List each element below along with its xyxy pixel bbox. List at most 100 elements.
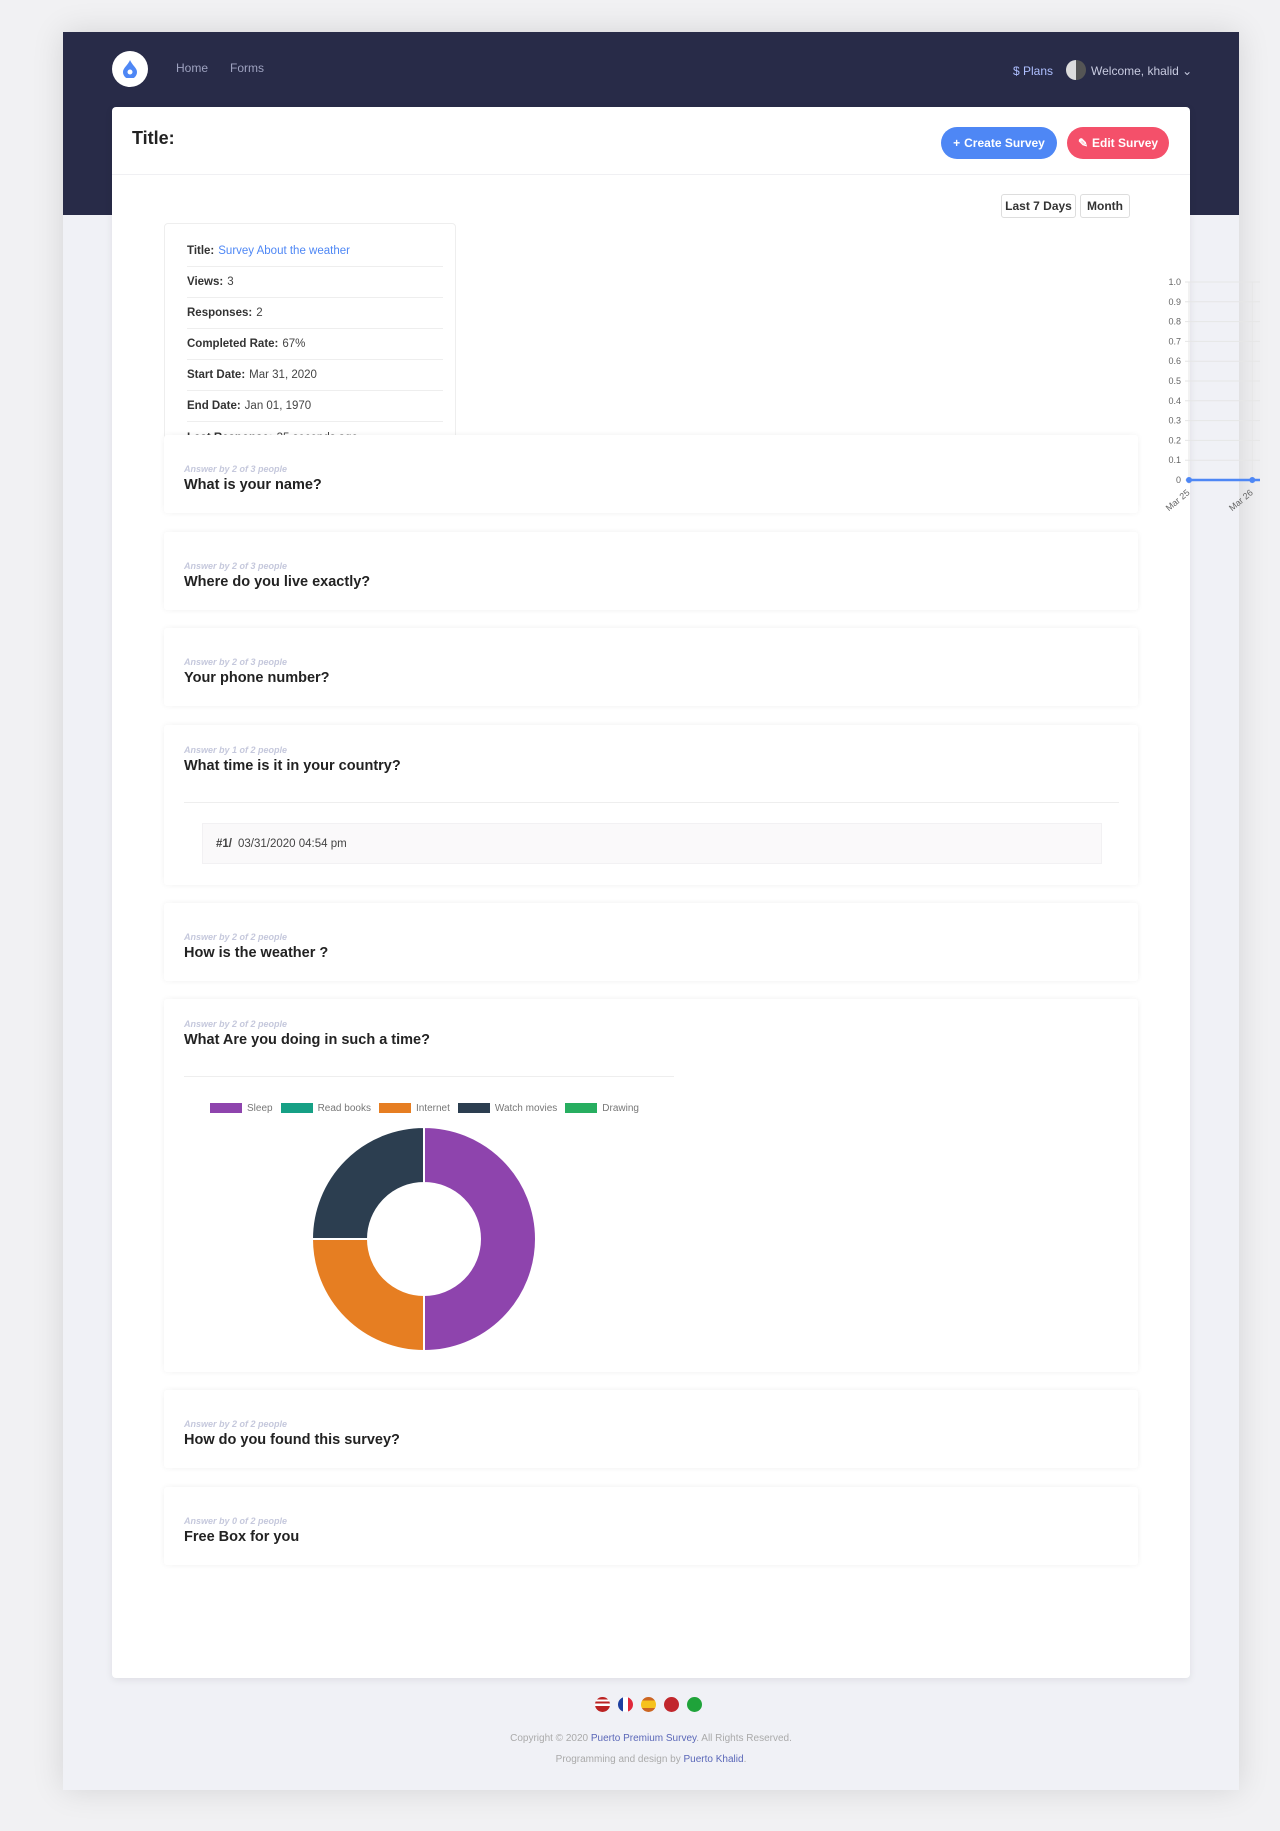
nav-forms[interactable]: Forms: [230, 61, 264, 75]
info-row: Responses: 2: [187, 298, 443, 329]
avatar[interactable]: [1066, 60, 1086, 80]
legend-label: Internet: [415, 1103, 450, 1114]
logo-icon[interactable]: [112, 51, 148, 87]
question-text: Your phone number?: [184, 670, 330, 686]
legend-item[interactable]: Sleep: [210, 1103, 273, 1114]
question-card: Answer by 2 of 3 people What is your name…: [164, 435, 1138, 513]
survey-card: Title: + Create Survey ✎ Edit Survey Last …: [112, 107, 1260, 1765]
divider: [184, 802, 1119, 803]
info-label: Title:: [187, 245, 215, 257]
response-number: #1/: [216, 837, 232, 850]
us-flag-icon[interactable]: [595, 1697, 610, 1712]
question-card: Answer by 2 of 3 people Your phone number…: [164, 628, 1138, 706]
info-row: Title: Survey About the weather: [187, 236, 443, 267]
answer-count: Answer by 2 of 2 people: [184, 932, 288, 942]
response-value: 03/31/2020 04:54 pm: [238, 837, 347, 850]
info-value[interactable]: Survey About the weather: [218, 245, 350, 257]
legend-swatch: [565, 1103, 598, 1114]
nav-home[interactable]: Home: [176, 61, 209, 75]
legend-item[interactable]: Internet: [378, 1103, 450, 1114]
info-value: Mar 31, 2020: [249, 369, 317, 381]
create-survey-button[interactable]: + Create Survey: [941, 127, 1057, 159]
question-card: Answer by 2 of 2 people How do you found …: [164, 1390, 1138, 1468]
morocco-flag-icon[interactable]: [664, 1697, 679, 1712]
page-frame: Home Forms $ Plans Welcome, khalid ⌄ Tit…: [63, 32, 1260, 1790]
y-tick-label: 0.3: [1168, 416, 1181, 426]
legend-swatch: [457, 1103, 490, 1114]
language-flags: [595, 1697, 702, 1712]
data-point: [1249, 477, 1256, 483]
info-label: Start Date:: [187, 369, 246, 381]
divider: [184, 1076, 674, 1077]
edit-icon: ✎: [1077, 136, 1089, 150]
survey-info-panel: Title: Survey About the weather Views: 3 Res…: [164, 223, 456, 465]
legend-swatch: [280, 1103, 313, 1114]
answer-count: Answer by 2 of 3 people: [184, 464, 288, 474]
legend-label: Read books: [317, 1103, 371, 1114]
info-row: End Date: Jan 01, 1970: [187, 391, 443, 422]
statistics-chart: Statistics for the last 7 days00.10.20.3…: [1164, 277, 1260, 513]
legend-swatch: [210, 1103, 242, 1114]
legend-label: Sleep: [247, 1103, 273, 1114]
y-tick-label: 0.2: [1168, 435, 1181, 445]
credits: Programming and design by Puerto Khalid.: [112, 1754, 1190, 1765]
nav-plans[interactable]: $ Plans: [1013, 64, 1054, 78]
plus-icon: +: [953, 136, 961, 150]
saudi-flag-icon[interactable]: [687, 1697, 702, 1712]
month-button[interactable]: Month: [1080, 194, 1130, 218]
y-tick-label: 1.0: [1168, 277, 1181, 287]
donut-chart: [310, 1125, 537, 1353]
answer-count: Answer by 2 of 2 people: [184, 1019, 288, 1029]
copyright-suffix: . All Rights Reserved.: [696, 1733, 792, 1744]
donut-slice-sleep[interactable]: [423, 1125, 537, 1353]
y-tick-label: 0: [1176, 475, 1181, 485]
info-label: Views:: [187, 276, 224, 288]
info-label: Responses:: [187, 307, 253, 319]
y-tick-label: 0.5: [1168, 376, 1181, 386]
answer-count: Answer by 1 of 2 people: [184, 745, 288, 755]
legend-label: Watch movies: [494, 1103, 558, 1114]
info-row: Start Date: Mar 31, 2020: [187, 360, 443, 391]
info-value: 2: [256, 307, 263, 319]
copyright-text: Copyright © 2020: [510, 1733, 591, 1744]
y-tick-label: 0.1: [1168, 455, 1181, 465]
france-flag-icon[interactable]: [618, 1697, 633, 1712]
legend-label: Drawing: [602, 1103, 639, 1114]
answer-count: Answer by 2 of 3 people: [184, 561, 288, 571]
author-link[interactable]: Puerto Khalid: [683, 1754, 744, 1765]
question-text: What time is it in your country?: [184, 758, 401, 774]
question-text: Where do you live exactly?: [184, 574, 371, 590]
legend-item[interactable]: Watch movies: [457, 1103, 558, 1114]
question-text: Free Box for you: [184, 1529, 300, 1545]
answer-count: Answer by 2 of 2 people: [184, 1419, 288, 1429]
info-row: Views: 3: [187, 267, 443, 298]
info-label: End Date:: [187, 400, 241, 412]
donut-slice-internet[interactable]: [310, 1238, 425, 1353]
user-menu[interactable]: Welcome, khalid ⌄: [1091, 64, 1192, 78]
page-title: Title:: [132, 128, 175, 148]
info-label: Completed Rate:: [187, 338, 279, 350]
copyright: Copyright © 2020 Puerto Premium Survey. …: [112, 1733, 1190, 1744]
answer-count: Answer by 2 of 3 people: [184, 657, 288, 667]
question-card: Answer by 2 of 3 people Where do you live…: [164, 532, 1138, 610]
legend-item[interactable]: Drawing: [565, 1103, 639, 1114]
spain-flag-icon[interactable]: [641, 1697, 656, 1712]
info-row: Completed Rate: 67%: [187, 329, 443, 360]
credits-suffix: .: [743, 1754, 747, 1765]
brand-link[interactable]: Puerto Premium Survey: [590, 1733, 697, 1744]
question-card: Answer by 0 of 2 people Free Box for you: [164, 1487, 1138, 1565]
legend-item[interactable]: Read books: [280, 1103, 371, 1114]
donut-slice-watch-movies[interactable]: [310, 1125, 425, 1240]
edit-survey-label: Edit Survey: [1092, 136, 1159, 150]
last-7-days-button[interactable]: Last 7 Days: [1001, 194, 1076, 218]
credits-text: Programming and design by: [555, 1754, 684, 1765]
welcome-label: Welcome, khalid: [1091, 64, 1179, 78]
edit-survey-button[interactable]: ✎ Edit Survey: [1067, 127, 1169, 159]
question-text: What Are you doing in such a time?: [184, 1032, 430, 1048]
question-text: How is the weather ?: [184, 945, 329, 961]
legend-swatch: [378, 1103, 411, 1114]
question-text: How do you found this survey?: [184, 1432, 400, 1448]
info-value: 3: [227, 276, 234, 288]
info-value: 67%: [282, 338, 306, 350]
info-value: Jan 01, 1970: [244, 400, 312, 412]
